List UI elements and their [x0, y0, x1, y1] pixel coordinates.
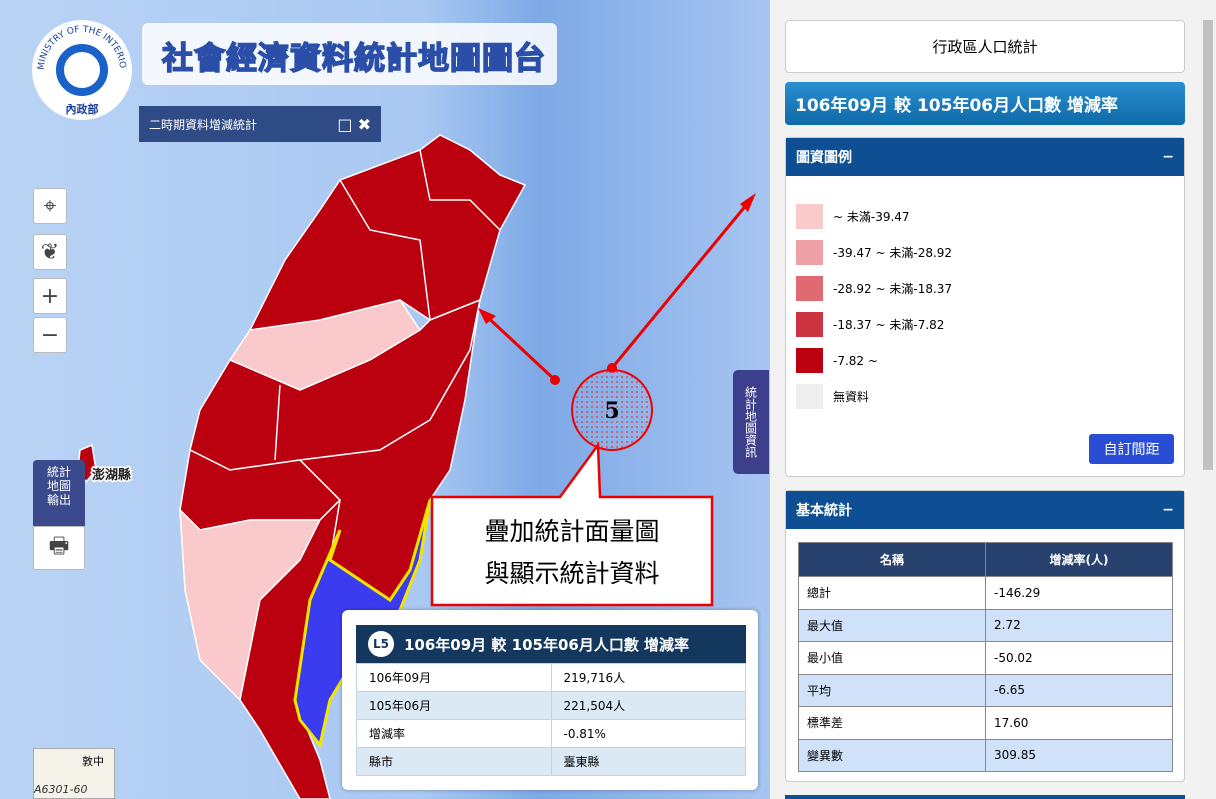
scroll-thumb[interactable]	[1203, 20, 1213, 470]
stats-cell: 總計	[799, 577, 986, 610]
legend-header: 圖資圖例 −	[786, 138, 1184, 176]
legend-panel: 圖資圖例 − ~ 未滿-39.47 -39.47 ~ 未滿-28.92 -28.92 …	[785, 137, 1185, 477]
widget-bar[interactable]: 二時期資料增減統計 □ ✖	[139, 106, 381, 142]
stats-cell: 309.85	[986, 739, 1173, 772]
popup-cell: 105年06月	[357, 692, 552, 720]
arrow	[482, 312, 555, 380]
export-tab[interactable]: 統計地圖輸出	[33, 460, 85, 526]
zoom-in[interactable]: +	[33, 278, 67, 314]
stats-title: 基本統計	[796, 500, 852, 520]
print-button[interactable]: 🖶	[33, 526, 85, 570]
stats-cell: 最小值	[799, 642, 986, 675]
popup-cell: 增減率	[357, 720, 552, 748]
popup-row: 增減率-0.81%	[357, 720, 746, 748]
collapse-button[interactable]: −	[1162, 502, 1174, 518]
legend-item: ~ 未滿-39.47	[796, 204, 910, 229]
legend-swatch	[796, 312, 823, 337]
callout-number: 5	[604, 398, 619, 424]
logo: MINISTRY OF THE INTERIOR 內政部	[30, 18, 134, 122]
widget-controls[interactable]: □ ✖	[337, 115, 371, 134]
legend-swatch	[796, 348, 823, 373]
callout-text: 疊加統計面量圖	[484, 517, 659, 546]
widget-title: 二時期資料增減統計	[149, 116, 257, 133]
popup-cell: 縣市	[357, 748, 552, 776]
stats-cell: 變異數	[799, 739, 986, 772]
page: 5 疊加統計面量圖 與顯示統計資料 澎湖縣 社會經濟資料統計地圖圖台 MINIS…	[0, 0, 1216, 799]
legend-item: -7.82 ~	[796, 348, 878, 373]
stats-cell: -50.02	[986, 642, 1173, 675]
minimap-label: A6301-60	[34, 783, 88, 796]
stats-header: 基本統計 −	[786, 491, 1184, 529]
stats-row: 總計-146.29	[799, 577, 1173, 610]
legend-label: ~ 未滿-39.47	[833, 208, 910, 225]
stats-row: 變異數309.85	[799, 739, 1173, 772]
side-panel: 行政區人口統計 106年09月 較 105年06月人口數 增減率 圖資圖例 − ~…	[770, 0, 1200, 799]
info-tab[interactable]: 統計地圖資訊	[733, 370, 769, 474]
locate-button[interactable]: ⌖	[33, 188, 67, 224]
popup-cell: -0.81%	[551, 720, 746, 748]
stats-cell: 平均	[799, 674, 986, 707]
stats-cell: -6.65	[986, 674, 1173, 707]
legend-swatch	[796, 276, 823, 301]
popup-cell: 219,716人	[551, 664, 746, 692]
legend-title: 圖資圖例	[796, 147, 852, 167]
callout-text: 與顯示統計資料	[484, 559, 659, 588]
legend-swatch	[796, 240, 823, 265]
minimap-label: 敦中	[82, 753, 104, 769]
next-panel	[785, 795, 1185, 799]
popup-cell: 106年09月	[357, 664, 552, 692]
stats-row: 最小值-50.02	[799, 642, 1173, 675]
legend-label: 無資料	[833, 388, 869, 405]
logo-label: 內政部	[66, 102, 99, 116]
collapse-button[interactable]: −	[1162, 149, 1174, 165]
legend-label: -18.37 ~ 未滿-7.82	[833, 316, 944, 333]
custom-interval-button[interactable]: 自訂間距	[1089, 434, 1174, 464]
legend-item: 無資料	[796, 384, 869, 409]
legend-swatch	[796, 204, 823, 229]
stats-cell: -146.29	[986, 577, 1173, 610]
stats-header-row: 名稱增減率(人)	[799, 543, 1173, 577]
stats-column: 增減率(人)	[986, 543, 1173, 577]
legend-label: -39.47 ~ 未滿-28.92	[833, 244, 952, 261]
legend-item: -18.37 ~ 未滿-7.82	[796, 312, 944, 337]
map[interactable]: 5 疊加統計面量圖 與顯示統計資料 澎湖縣 社會經濟資料統計地圖圖台 MINIS…	[0, 0, 770, 799]
popup-cell: 臺東縣	[551, 748, 746, 776]
stats-row: 平均-6.65	[799, 674, 1173, 707]
legend-label: -7.82 ~	[833, 354, 878, 368]
legend-swatch	[796, 384, 823, 409]
popup-row: 縣市臺東縣	[357, 748, 746, 776]
arrow-dot	[550, 375, 560, 385]
stats-cell: 17.60	[986, 707, 1173, 740]
stats-cell: 標準差	[799, 707, 986, 740]
zoom-out[interactable]: −	[33, 317, 67, 353]
legend-item: -28.92 ~ 未滿-18.37	[796, 276, 952, 301]
county[interactable]	[250, 135, 525, 330]
taiwan-button[interactable]: ❦	[33, 234, 67, 270]
stats-cell: 最大值	[799, 609, 986, 642]
popup-cell: 221,504人	[551, 692, 746, 720]
stats-button[interactable]: 行政區人口統計	[785, 20, 1185, 73]
minimap[interactable]: 敦中 A6301-60	[33, 748, 115, 799]
stats-cell: 2.72	[986, 609, 1173, 642]
arrow	[612, 198, 752, 368]
legend-label: -28.92 ~ 未滿-18.37	[833, 280, 952, 297]
popup-badge: L5	[368, 631, 394, 657]
header-title: 社會經濟資料統計地圖圖台	[162, 33, 546, 78]
stats-column: 名稱	[799, 543, 986, 577]
popup-header: L5 106年09月 較 105年06月人口數 增減率	[356, 625, 746, 663]
popup-title: 106年09月 較 105年06月人口數 增減率	[404, 634, 689, 655]
header: 社會經濟資料統計地圖圖台 MINISTRY OF THE INTERIOR 內政…	[42, 8, 557, 100]
panel-heading: 106年09月 較 105年06月人口數 增減率	[785, 82, 1185, 125]
scrollbar[interactable]	[1200, 0, 1216, 799]
legend-item: -39.47 ~ 未滿-28.92	[796, 240, 952, 265]
map-label: 澎湖縣	[92, 467, 131, 483]
